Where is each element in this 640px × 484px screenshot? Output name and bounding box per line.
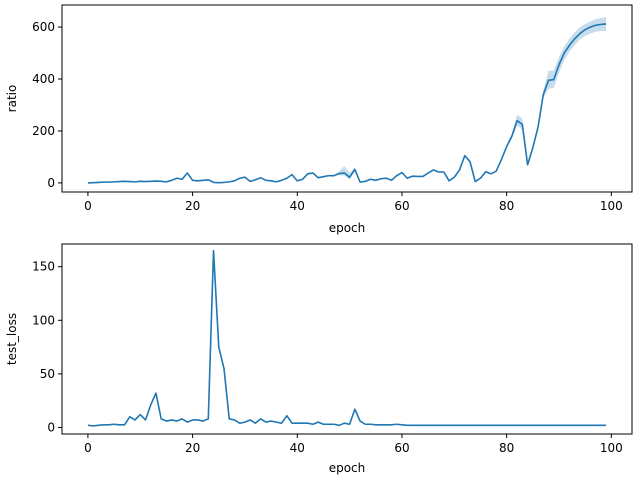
test-loss-x-tick-label: 80 bbox=[499, 441, 514, 455]
test-loss-axes-frame bbox=[61, 243, 633, 435]
test-loss-x-axis-label: epoch bbox=[329, 461, 366, 475]
ratio-y-axis-label: ratio bbox=[5, 85, 19, 113]
test-loss-y-tick-label: 50 bbox=[40, 367, 55, 381]
ratio-y-tick-label: 400 bbox=[32, 72, 55, 86]
ratio-y-tick-label: 600 bbox=[32, 20, 55, 34]
ratio-x-tick-label: 60 bbox=[394, 199, 409, 213]
test-loss-x-tick-label: 40 bbox=[290, 441, 305, 455]
ratio-axes-frame bbox=[61, 4, 633, 193]
ratio-y-ticks: 0 200 400 600 bbox=[32, 20, 62, 190]
test-loss-x-tick-label: 20 bbox=[185, 441, 200, 455]
test-loss-x-tick-label: 100 bbox=[600, 441, 623, 455]
ratio-x-tick-label: 20 bbox=[185, 199, 200, 213]
ratio-y-tick-label: 200 bbox=[32, 124, 55, 138]
ratio-x-tick-label: 0 bbox=[84, 199, 92, 213]
ratio-x-tick-label: 100 bbox=[600, 199, 623, 213]
test-loss-y-tick-label: 0 bbox=[47, 420, 55, 434]
test-loss-y-tick-label: 150 bbox=[32, 260, 55, 274]
test-loss-y-ticks: 0 50 100 150 bbox=[32, 260, 62, 434]
ratio-line bbox=[87, 23, 607, 184]
ratio-x-axis-label: epoch bbox=[329, 221, 366, 235]
ratio-x-tick-label: 80 bbox=[499, 199, 514, 213]
test-loss-subplot: 0 20 40 60 80 100 0 50 100 150 epoch test_loss bbox=[5, 243, 633, 475]
test-loss-y-axis-label: test_loss bbox=[5, 313, 19, 365]
test-loss-y-tick-label: 100 bbox=[32, 313, 55, 327]
test-loss-x-tick-label: 60 bbox=[394, 441, 409, 455]
test-loss-x-tick-label: 0 bbox=[84, 441, 92, 455]
test-loss-x-ticks: 0 20 40 60 80 100 bbox=[84, 434, 623, 455]
ratio-subplot: 0 20 40 60 80 100 0 200 400 600 epoch ratio bbox=[5, 4, 633, 235]
ratio-x-ticks: 0 20 40 60 80 100 bbox=[84, 192, 623, 213]
ratio-x-tick-label: 40 bbox=[290, 199, 305, 213]
ratio-y-tick-label: 0 bbox=[47, 176, 55, 190]
test-loss-line bbox=[87, 249, 607, 427]
